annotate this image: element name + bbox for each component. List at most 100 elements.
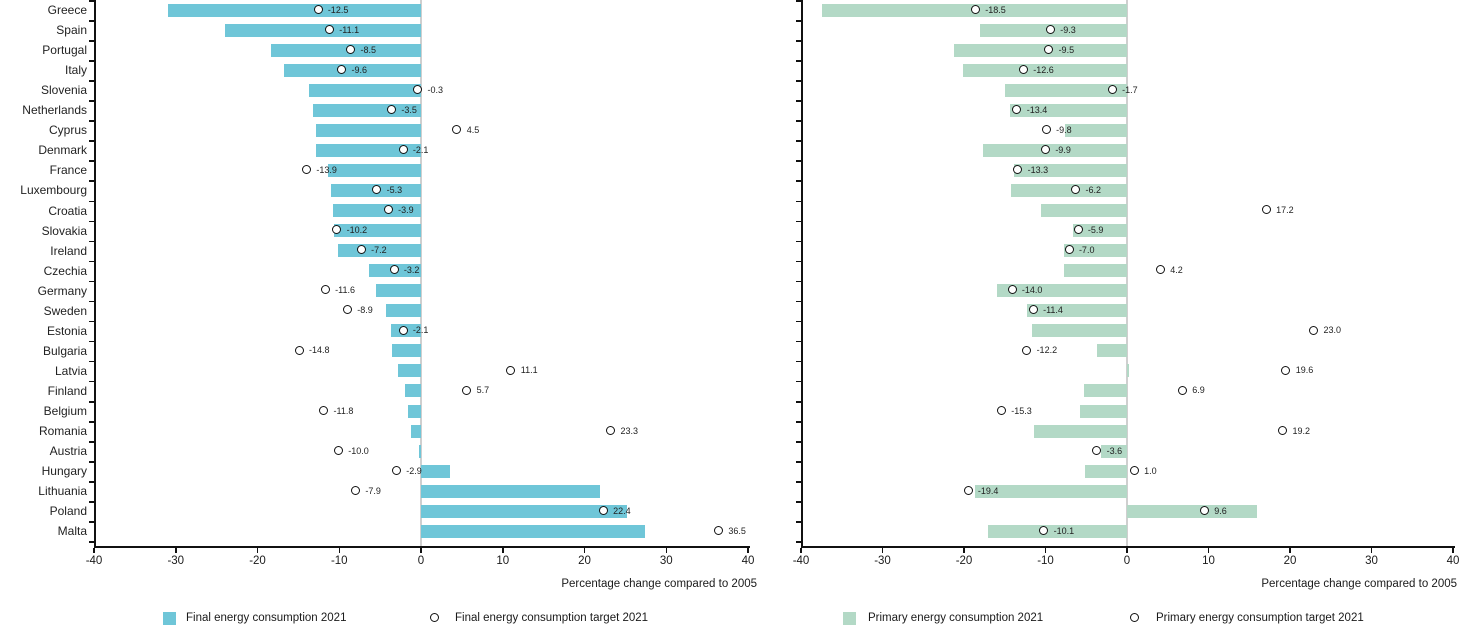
bar	[1079, 404, 1127, 418]
y-axis-tick	[89, 541, 94, 543]
target-marker	[389, 265, 399, 275]
y-axis-tick	[796, 60, 801, 62]
target-value-label: -11.4	[1043, 305, 1063, 316]
x-tick-label: -20	[955, 555, 973, 567]
target-value-label: -11.6	[335, 285, 356, 296]
target-value-label: -6.2	[1085, 184, 1101, 195]
x-axis-tick	[338, 547, 340, 553]
category-label: Austria	[49, 444, 87, 459]
target-value-label: -12.6	[1033, 64, 1054, 75]
target-value-label: 11.1	[520, 365, 538, 376]
primary-energy-swatch-icon	[843, 612, 856, 625]
target-value-label: -13.9	[316, 164, 337, 175]
category-label: Spain	[56, 23, 87, 38]
x-tick-label: 0	[1123, 555, 1131, 567]
bar	[1064, 244, 1127, 258]
x-tick-label: -30	[167, 555, 185, 567]
x-tick-label: -30	[874, 555, 891, 567]
bar	[1127, 504, 1257, 518]
x-axis-title-final: Percentage change compared to 2005	[561, 578, 757, 590]
target-marker	[1155, 265, 1165, 275]
target-marker	[1064, 245, 1074, 255]
target-marker	[1071, 185, 1081, 195]
category-label: Slovenia	[40, 83, 87, 98]
category-label: Portugal	[42, 43, 87, 58]
target-marker	[1281, 365, 1291, 375]
target-marker	[1039, 526, 1049, 535]
target-value-label: -9.8	[1056, 124, 1072, 135]
x-axis-tick	[502, 547, 504, 553]
target-value-label: -13.3	[1027, 164, 1049, 175]
x-tick-label: 10	[496, 555, 510, 567]
target-value-label: 9.6	[1214, 505, 1227, 516]
y-axis-tick	[89, 360, 94, 363]
target-value-label: -3.2	[403, 265, 420, 276]
y-axis-tick	[796, 220, 801, 223]
y-axis-tick	[796, 140, 801, 142]
bar	[954, 43, 1127, 57]
target-value-label: -0.3	[427, 84, 444, 95]
y-axis-tick	[89, 160, 94, 162]
bar	[392, 344, 421, 358]
target-marker	[1261, 205, 1271, 215]
final-energy-swatch-icon	[163, 612, 176, 625]
final-energy-target-circle-icon	[430, 613, 439, 622]
x-tick-label: -10	[1037, 555, 1054, 567]
x-axis-tick	[1044, 547, 1047, 553]
target-marker	[294, 345, 304, 355]
x-axis-tick	[256, 547, 259, 553]
y-axis-tick	[89, 461, 94, 463]
target-marker	[387, 104, 397, 114]
category-label: Poland	[49, 504, 87, 519]
bar	[224, 23, 421, 37]
category-label: Croatia	[48, 203, 87, 218]
target-value-label: 36.5	[728, 525, 746, 536]
x-axis-tick	[93, 547, 95, 553]
target-marker	[963, 485, 973, 495]
y-axis-tick	[796, 200, 801, 202]
category-label: Belgium	[43, 404, 87, 418]
target-marker	[346, 44, 356, 54]
target-marker	[1007, 285, 1017, 295]
y-axis-tick	[796, 180, 801, 182]
target-value-label: -18.5	[985, 4, 1006, 15]
y-axis-tick	[89, 20, 94, 22]
target-marker	[506, 365, 516, 375]
y-axis-tick	[796, 360, 801, 363]
target-marker	[302, 165, 312, 175]
x-axis	[94, 546, 750, 548]
x-tick-label: 20	[1283, 555, 1297, 567]
bar	[1032, 324, 1127, 338]
target-marker	[383, 205, 393, 215]
y-axis-tick	[89, 501, 94, 503]
y-axis-tick	[796, 120, 801, 122]
bar	[332, 204, 421, 217]
legend-label-primary-target: Primary energy consumption target 2021	[1156, 612, 1364, 624]
target-value-label: -2.1	[412, 144, 429, 155]
y-axis-tick	[796, 380, 801, 383]
legend-label-final-target: Final energy consumption target 2021	[455, 612, 649, 624]
target-value-label: -3.6	[1106, 445, 1123, 456]
category-label: Greece	[47, 3, 87, 17]
bar	[963, 63, 1127, 77]
x-axis-tick	[1207, 547, 1210, 553]
target-value-label: -7.2	[371, 245, 387, 256]
target-value-label: -11.8	[333, 405, 354, 416]
y-axis-tick	[89, 441, 94, 443]
target-value-label: -5.9	[1087, 225, 1104, 236]
target-value-label: -3.9	[398, 205, 414, 215]
category-label: Cyprus	[48, 123, 87, 138]
y-axis-tick	[89, 521, 94, 523]
target-value-label: 19.2	[1292, 425, 1310, 436]
y-axis-tick	[796, 0, 801, 2]
category-label: Germany	[37, 283, 87, 298]
target-marker	[1012, 104, 1022, 114]
y-axis-tick	[89, 380, 94, 383]
y-axis-tick	[796, 100, 801, 102]
category-label: Netherlands	[22, 103, 87, 118]
legend-label-final-consumption: Final energy consumption 2021	[186, 612, 347, 624]
target-value-label: -9.5	[1058, 44, 1075, 55]
target-value-label: -10.0	[348, 445, 369, 456]
x-tick-label: 40	[1446, 555, 1459, 567]
